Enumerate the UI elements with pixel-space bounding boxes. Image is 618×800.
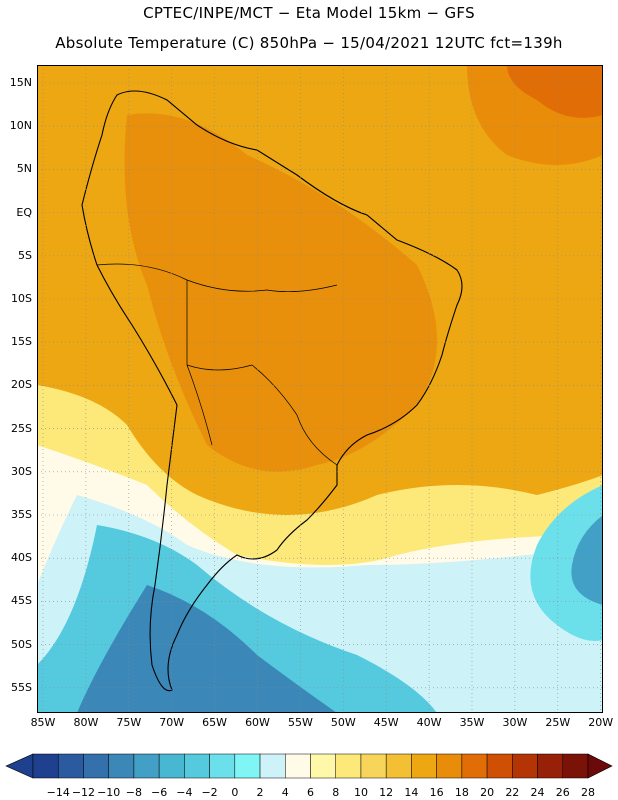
colorbar-swatch (285, 753, 311, 779)
longitude-tick-label: 55W (287, 716, 313, 729)
colorbar-tick-label: −2 (201, 786, 217, 799)
colorbar-tick-label: 14 (404, 786, 418, 799)
colorbar-swatch (234, 753, 261, 779)
latitude-tick-label: 15N (9, 76, 32, 89)
colorbar: −14 −12 −10 −8 −6 −4 −2 0 2 4 6 8 10 12 14 16 18 20 22 24 26… (5, 753, 613, 799)
colorbar-tick-label: 22 (505, 786, 519, 799)
colorbar-tick-label: −10 (97, 786, 120, 799)
colorbar-swatch (486, 753, 513, 779)
colorbar-swatch (83, 753, 109, 779)
colorbar-swatch (335, 753, 362, 779)
colorbar-overflow-arrow (587, 753, 613, 779)
latitude-tick-label: 55S (11, 680, 32, 694)
colorbar-swatch (562, 753, 589, 779)
latitude-tick-label: 5S (18, 248, 32, 262)
colorbar-tick-label: 10 (354, 786, 368, 799)
colorbar-swatch (310, 753, 336, 779)
map-subtitle: Absolute Temperature (C) 850hPa − 15/04/… (55, 34, 563, 52)
longitude-tick-label: 60W (245, 716, 270, 729)
latitude-tick-label: 10N (9, 119, 32, 133)
south-america-outline (81, 90, 463, 692)
latitude-tick-label: 45S (11, 594, 32, 608)
longitude-tick-label: 85W (30, 716, 56, 729)
colorbar-tick-label: 18 (455, 786, 469, 799)
colorbar-swatch (411, 753, 437, 779)
longitude-tick-label: 65W (202, 716, 228, 729)
colorbar-tick-label: 12 (379, 786, 393, 799)
latitude-tick-label: 15S (11, 335, 32, 349)
longitude-tick-label: 75W (116, 716, 142, 729)
colorbar-tick-label: 6 (307, 786, 314, 799)
longitude-tick-label: 50W (330, 716, 356, 729)
longitude-tick-label: 25W (545, 716, 571, 729)
latitude-tick-label: 30S (11, 464, 32, 478)
colorbar-tick-label: 0 (231, 786, 238, 799)
longitude-tick-label: 80W (73, 716, 99, 729)
colorbar-tick-label: 2 (257, 786, 264, 799)
colorbar-swatch (32, 753, 59, 779)
latitude-tick-label: 5N (16, 162, 32, 176)
cold-core-southeast (530, 485, 603, 641)
map-title: CPTEC/INPE/MCT − Eta Model 15km − GFS (143, 4, 475, 22)
map-border (37, 65, 603, 713)
latitude-tick-label: 40S (11, 551, 32, 565)
colorbar-tick-label: 20 (480, 786, 494, 799)
colorbar-swatch (259, 753, 286, 779)
longitude-tick-label: 35W (459, 716, 485, 729)
colorbar-swatch (184, 753, 210, 779)
colorbar-tick-label: 24 (531, 786, 545, 799)
latitude-tick-label: 50S (11, 637, 32, 651)
longitude-tick-label: 45W (373, 716, 399, 729)
colorbar-swatch (537, 753, 564, 779)
colorbar-swatch (158, 753, 185, 779)
latitude-tick-label: 20S (11, 378, 32, 392)
latitude-tick-label: 35S (11, 508, 32, 521)
colorbar-swatch (461, 753, 488, 779)
temperature-map (37, 65, 603, 713)
colorbar-tick-label: −8 (126, 786, 142, 799)
colorbar-tick-label: 28 (581, 786, 595, 799)
colorbar-underflow-arrow (5, 753, 34, 779)
warm-anomaly-continent (124, 113, 437, 472)
longitude-tick-label: 20W (588, 716, 614, 729)
colorbar-swatch (209, 753, 236, 779)
latitude-tick-label: EQ (16, 205, 32, 219)
longitude-tick-label: 70W (159, 716, 185, 729)
colder-core-southwest (77, 585, 337, 713)
colorbar-swatch (360, 753, 387, 779)
colder-core-southeast (571, 515, 603, 605)
latitude-tick-label: 25S (11, 421, 32, 435)
colorbar-swatch (133, 753, 160, 779)
colorbar-tick-label: −14 (47, 786, 70, 799)
colorbar-tick-label: 16 (430, 786, 444, 799)
colorbar-tick-label: −4 (176, 786, 192, 799)
colorbar-tick-label: 8 (332, 786, 339, 799)
colorbar-tick-label: 4 (282, 786, 289, 799)
longitude-tick-label: 40W (416, 716, 442, 729)
colorbar-swatch (57, 753, 84, 779)
colorbar-tick-label: −6 (151, 786, 167, 799)
colorbar-swatch (385, 753, 412, 779)
colorbar-swatch (436, 753, 463, 779)
colorbar-swatch (512, 753, 538, 779)
longitude-tick-label: 30W (502, 716, 528, 729)
latitude-tick-label: 10S (11, 292, 32, 305)
colorbar-tick-label: −12 (72, 786, 95, 799)
hot-anomaly-northeast (507, 65, 603, 118)
graticule (37, 65, 603, 713)
colorbar-tick-label: 26 (556, 786, 570, 799)
colorbar-swatch (108, 753, 135, 779)
